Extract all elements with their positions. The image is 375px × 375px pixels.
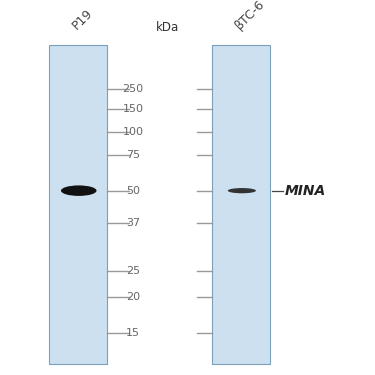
Text: 37: 37 bbox=[126, 217, 140, 228]
Ellipse shape bbox=[61, 185, 97, 196]
Text: MINA: MINA bbox=[285, 184, 326, 198]
Ellipse shape bbox=[228, 188, 256, 193]
Text: 150: 150 bbox=[123, 104, 144, 114]
Text: P19: P19 bbox=[69, 6, 95, 32]
Text: 20: 20 bbox=[126, 292, 140, 302]
Text: 250: 250 bbox=[123, 84, 144, 94]
Text: 100: 100 bbox=[123, 127, 144, 137]
Text: 25: 25 bbox=[126, 266, 140, 276]
Text: kDa: kDa bbox=[156, 21, 179, 34]
Text: βTC-6: βTC-6 bbox=[232, 0, 267, 32]
FancyBboxPatch shape bbox=[49, 45, 107, 364]
Text: 75: 75 bbox=[126, 150, 140, 160]
Text: 50: 50 bbox=[126, 186, 140, 196]
Text: 15: 15 bbox=[126, 327, 140, 338]
FancyBboxPatch shape bbox=[212, 45, 270, 364]
